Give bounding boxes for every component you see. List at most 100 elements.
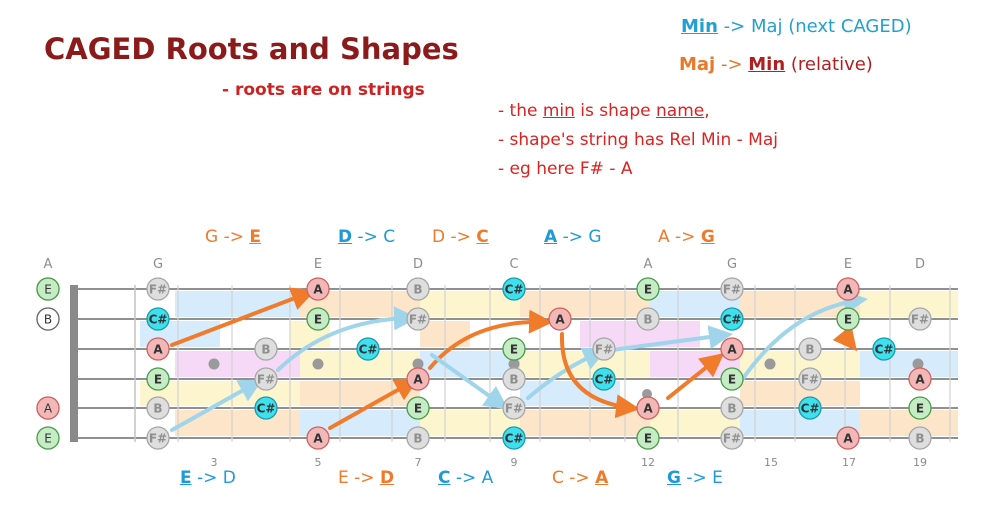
svg-text:A: A	[643, 402, 653, 416]
page-title: CAGED Roots and Shapes	[44, 32, 459, 66]
fret-inlay-dot	[208, 358, 220, 370]
top-string-marker: C	[509, 257, 518, 272]
page-subtitle: - roots are on strings	[222, 80, 425, 100]
note-marker-e: E	[306, 307, 330, 331]
svg-text:B: B	[153, 402, 162, 416]
svg-text:F#: F#	[409, 313, 427, 327]
note-marker-e: E	[146, 367, 170, 391]
svg-text:E: E	[644, 432, 652, 446]
svg-text:A: A	[44, 402, 53, 416]
shape-label: D -> C	[338, 227, 396, 247]
svg-text:A: A	[727, 343, 737, 357]
top-string-marker: A	[644, 257, 653, 272]
open-string-label: E	[36, 426, 60, 450]
shape-band	[740, 381, 860, 406]
note-marker-fsharp: F#	[146, 426, 170, 450]
blue-arrow	[740, 290, 868, 382]
fret-number: 5	[315, 456, 322, 469]
legend-maj-to-min: Maj -> Min (relative)	[679, 54, 873, 75]
svg-text:C#: C#	[257, 402, 276, 416]
svg-text:C#: C#	[149, 313, 168, 327]
shape-label: G -> E	[205, 227, 261, 247]
note-marker-b: B	[720, 396, 744, 420]
svg-text:B: B	[413, 432, 422, 446]
svg-text:A: A	[843, 432, 853, 446]
note-marker-fsharp: F#	[908, 307, 932, 331]
shape-band	[420, 410, 520, 436]
svg-text:B: B	[643, 313, 652, 327]
note-marker-fsharp: F#	[720, 426, 744, 450]
note-marker-e: E	[720, 367, 744, 391]
svg-text:C#: C#	[595, 373, 614, 387]
svg-text:C#: C#	[723, 313, 742, 327]
top-string-marker: E	[844, 257, 852, 272]
note-marker-b: B	[406, 277, 430, 301]
fret-inlay-dot	[412, 358, 424, 370]
svg-text:E: E	[414, 402, 422, 416]
svg-text:F#: F#	[911, 313, 929, 327]
svg-text:C#: C#	[801, 402, 820, 416]
note-marker-a: A	[548, 307, 572, 331]
note-marker-e: E	[502, 337, 526, 361]
blue-arrow	[170, 379, 263, 432]
top-string-marker: E	[314, 257, 322, 272]
svg-text:F#: F#	[595, 343, 613, 357]
svg-text:A: A	[915, 373, 925, 387]
note-marker-e: E	[636, 426, 660, 450]
orange-arrow	[832, 325, 857, 352]
fret-number: 7	[415, 456, 422, 469]
note-marker-csharp: C#	[356, 337, 380, 361]
svg-text:B: B	[44, 313, 52, 327]
orange-arrow	[328, 378, 419, 430]
note-marker-a: A	[306, 277, 330, 301]
top-string-marker: G	[153, 257, 163, 272]
svg-text:F#: F#	[801, 373, 819, 387]
shape-band	[175, 351, 300, 377]
shape-band	[860, 410, 958, 436]
note-marker-e: E	[908, 396, 932, 420]
legend-maj-key: Maj	[679, 54, 716, 75]
note-marker-fsharp: F#	[798, 367, 822, 391]
svg-text:B: B	[413, 283, 422, 297]
note-marker-fsharp: F#	[592, 337, 616, 361]
open-string-label: A	[36, 396, 60, 420]
note-line-3: - eg here F# - A	[498, 159, 633, 179]
note-marker-b: B	[502, 367, 526, 391]
svg-text:F#: F#	[505, 402, 523, 416]
note-marker-a: A	[836, 426, 860, 450]
note-marker-b: B	[636, 307, 660, 331]
note-line-2: - shape's string has Rel Min - Maj	[498, 130, 778, 150]
note-marker-b: B	[908, 426, 932, 450]
note-line-1: - the min is shape name,	[498, 101, 710, 121]
svg-text:B: B	[261, 343, 270, 357]
note-marker-csharp: C#	[254, 396, 278, 420]
note-marker-csharp: C#	[720, 307, 744, 331]
open-string-label: E	[36, 277, 60, 301]
note-marker-b: B	[254, 337, 278, 361]
svg-text:F#: F#	[257, 373, 275, 387]
note-marker-fsharp: F#	[254, 367, 278, 391]
fret-inlay-dot	[912, 358, 924, 370]
svg-text:A: A	[153, 343, 163, 357]
svg-text:C#: C#	[505, 283, 524, 297]
fret-number: 17	[842, 456, 856, 469]
note-marker-a: A	[306, 426, 330, 450]
blue-arrow	[610, 325, 733, 352]
note-marker-fsharp: F#	[146, 277, 170, 301]
shape-label: A -> G	[658, 227, 715, 247]
note-marker-a: A	[720, 337, 744, 361]
fret-number: 15	[764, 456, 778, 469]
top-string-marker: D	[915, 257, 925, 272]
fret-number: 19	[913, 456, 927, 469]
shape-label: E -> D	[180, 468, 236, 488]
svg-text:C#: C#	[359, 343, 378, 357]
note-marker-csharp: C#	[146, 307, 170, 331]
fret-inlay-dot	[312, 358, 324, 370]
note-marker-a: A	[146, 337, 170, 361]
svg-text:C#: C#	[505, 432, 524, 446]
svg-text:A: A	[313, 432, 323, 446]
note-marker-csharp: C#	[502, 426, 526, 450]
shape-band	[420, 291, 520, 317]
shape-band	[175, 410, 300, 436]
top-string-marker: A	[44, 257, 53, 272]
